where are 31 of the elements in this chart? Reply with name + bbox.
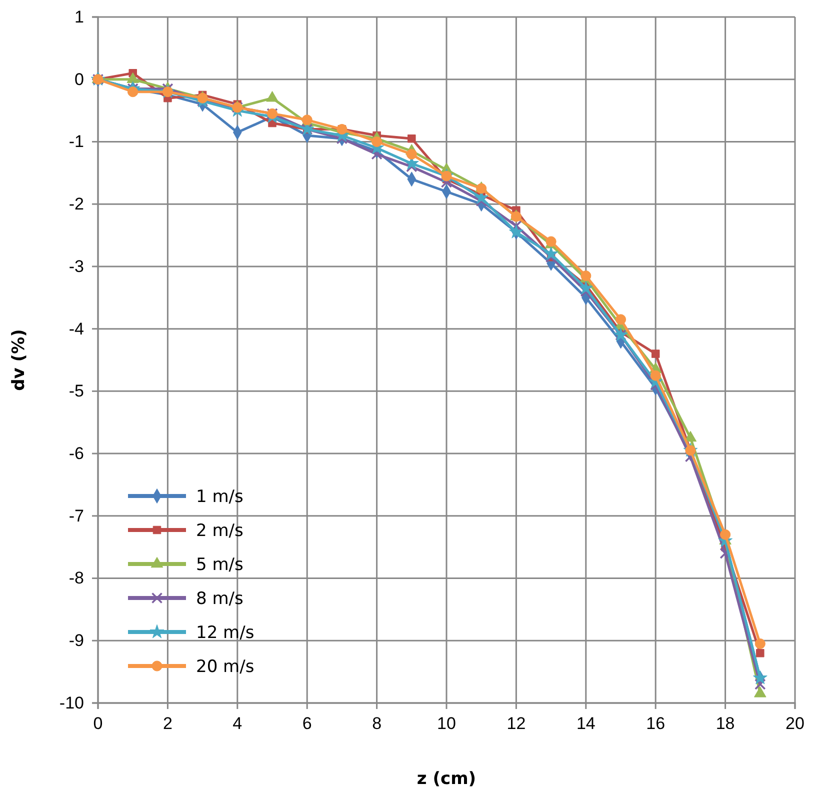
y-tick-label: -3 bbox=[68, 256, 84, 276]
x-tick-label: 20 bbox=[786, 714, 804, 734]
x-tick-label: 16 bbox=[646, 714, 666, 734]
y-tick-label: -10 bbox=[59, 693, 84, 712]
x-tick-label: 2 bbox=[162, 714, 172, 734]
y-tick-label: 0 bbox=[74, 70, 84, 89]
y-tick-label: 1 bbox=[74, 7, 84, 26]
legend-label: 5 m/s bbox=[196, 555, 244, 575]
y-tick-label: -9 bbox=[68, 631, 84, 650]
legend-label: 2 m/s bbox=[196, 521, 244, 541]
legend-label: 1 m/s bbox=[196, 487, 244, 507]
x-tick-label: 10 bbox=[437, 714, 456, 734]
x-tick-label: 18 bbox=[716, 714, 735, 734]
y-tick-label: -5 bbox=[68, 382, 84, 401]
x-tick-label: 0 bbox=[93, 714, 103, 734]
x-tick-label: 8 bbox=[372, 714, 382, 734]
legend-label: 8 m/s bbox=[196, 589, 244, 609]
x-tick-label: 14 bbox=[576, 714, 596, 734]
x-tick-label: 12 bbox=[506, 714, 526, 734]
y-tick-label: -1 bbox=[68, 132, 84, 152]
x-axis-title: z (cm) bbox=[416, 769, 476, 789]
x-tick-label: 6 bbox=[302, 714, 312, 734]
y-tick-label: -4 bbox=[68, 319, 84, 338]
legend-label: 12 m/s bbox=[196, 623, 254, 643]
legend-label: 20 m/s bbox=[196, 657, 254, 677]
y-tick-label: -7 bbox=[68, 506, 84, 526]
y-tick-label: -6 bbox=[68, 444, 84, 463]
y-tick-label: -8 bbox=[68, 568, 84, 588]
y-tick-label: -2 bbox=[68, 194, 84, 214]
x-tick-label: 4 bbox=[232, 714, 242, 734]
y-axis-title: dv (%) bbox=[9, 329, 29, 391]
